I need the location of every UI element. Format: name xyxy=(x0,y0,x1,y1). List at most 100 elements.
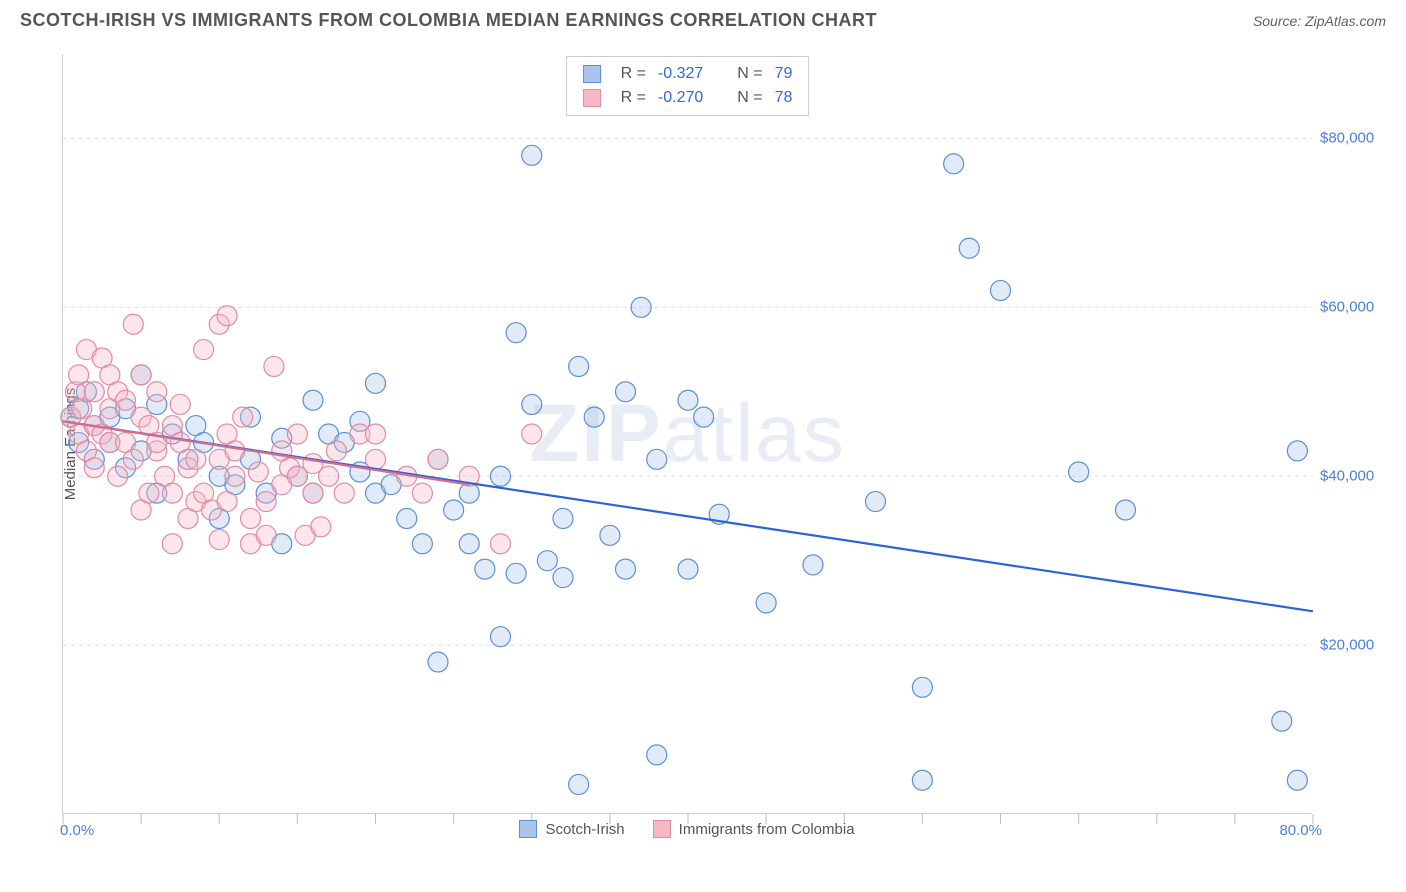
scatter-point xyxy=(506,563,526,583)
chart-title: SCOTCH-IRISH VS IMMIGRANTS FROM COLOMBIA… xyxy=(20,10,877,31)
scatter-point xyxy=(366,424,386,444)
scatter-point xyxy=(912,677,932,697)
y-tick-labels: $20,000 $40,000 $60,000 $80,000 xyxy=(1320,54,1390,814)
scatter-point xyxy=(186,449,206,469)
r-label: R = xyxy=(621,86,646,110)
scatter-point xyxy=(428,652,448,672)
scatter-point xyxy=(506,323,526,343)
n-label: N = xyxy=(737,86,762,110)
scatter-point xyxy=(116,390,136,410)
scatter-point xyxy=(616,382,636,402)
scatter-point xyxy=(537,551,557,571)
scatter-point xyxy=(1287,770,1307,790)
scatter-point xyxy=(412,483,432,503)
r-label: R = xyxy=(621,62,646,86)
scatter-point xyxy=(944,154,964,174)
scatter-point xyxy=(334,483,354,503)
scatter-point xyxy=(1287,441,1307,461)
legend-swatch xyxy=(583,89,601,107)
scatter-point xyxy=(241,508,261,528)
scatter-point xyxy=(233,407,253,427)
scatter-point xyxy=(217,306,237,326)
scatter-point xyxy=(678,559,698,579)
y-tick-label: $60,000 xyxy=(1320,299,1374,316)
scatter-point xyxy=(412,534,432,554)
scatter-point xyxy=(631,297,651,317)
scatter-point xyxy=(84,382,104,402)
scatter-point xyxy=(866,492,886,512)
scatter-point xyxy=(147,382,167,402)
scatter-point xyxy=(600,525,620,545)
scatter-point xyxy=(225,466,245,486)
scatter-point xyxy=(1272,711,1292,731)
scatter-svg xyxy=(63,54,1313,814)
scatter-point xyxy=(72,399,92,419)
legend-label: Immigrants from Colombia xyxy=(679,821,855,838)
scatter-point xyxy=(616,559,636,579)
scatter-point xyxy=(287,424,307,444)
scatter-point xyxy=(694,407,714,427)
legend-label: Scotch-Irish xyxy=(545,821,624,838)
scatter-point xyxy=(194,340,214,360)
scatter-point xyxy=(248,462,268,482)
scatter-point xyxy=(366,373,386,393)
scatter-point xyxy=(678,390,698,410)
scatter-point xyxy=(311,517,331,537)
scatter-point xyxy=(162,534,182,554)
header: SCOTCH-IRISH VS IMMIGRANTS FROM COLOMBIA… xyxy=(0,0,1406,37)
scatter-point xyxy=(162,483,182,503)
scatter-point xyxy=(444,500,464,520)
scatter-point xyxy=(522,394,542,414)
scatter-point xyxy=(912,770,932,790)
scatter-point xyxy=(553,508,573,528)
stat-legend-row: R = -0.327 N = 79 xyxy=(583,62,793,86)
scatter-point xyxy=(123,449,143,469)
bottom-legend-item: Immigrants from Colombia xyxy=(653,820,855,838)
n-value: 78 xyxy=(775,86,793,110)
scatter-point xyxy=(459,534,479,554)
scatter-point xyxy=(569,774,589,794)
scatter-point xyxy=(319,466,339,486)
scatter-point xyxy=(264,356,284,376)
y-tick-label: $40,000 xyxy=(1320,468,1374,485)
scatter-point xyxy=(69,365,89,385)
scatter-point xyxy=(170,432,190,452)
scatter-point xyxy=(256,525,276,545)
r-value: -0.270 xyxy=(658,86,703,110)
scatter-point xyxy=(225,441,245,461)
stat-legend: R = -0.327 N = 79 R = -0.270 N = 78 xyxy=(566,56,810,116)
scatter-point xyxy=(84,458,104,478)
scatter-point xyxy=(522,145,542,165)
scatter-point xyxy=(303,390,323,410)
scatter-point xyxy=(491,534,511,554)
legend-swatch xyxy=(583,65,601,83)
r-value: -0.327 xyxy=(658,62,703,86)
scatter-point xyxy=(584,407,604,427)
y-tick-label: $20,000 xyxy=(1320,637,1374,654)
scatter-point xyxy=(139,483,159,503)
scatter-point xyxy=(108,466,128,486)
scatter-point xyxy=(366,449,386,469)
n-value: 79 xyxy=(775,62,793,86)
n-label: N = xyxy=(737,62,762,86)
legend-swatch xyxy=(653,820,671,838)
scatter-point xyxy=(647,449,667,469)
scatter-point xyxy=(1116,500,1136,520)
scatter-point xyxy=(569,356,589,376)
scatter-point xyxy=(217,492,237,512)
scatter-point xyxy=(123,314,143,334)
source-label: Source: ZipAtlas.com xyxy=(1253,13,1386,29)
scatter-point xyxy=(647,745,667,765)
scatter-point xyxy=(991,280,1011,300)
scatter-point xyxy=(209,530,229,550)
scatter-point xyxy=(553,568,573,588)
legend-swatch xyxy=(519,820,537,838)
scatter-point xyxy=(803,555,823,575)
scatter-point xyxy=(326,441,346,461)
scatter-point xyxy=(491,627,511,647)
y-tick-label: $80,000 xyxy=(1320,130,1374,147)
bottom-legend-item: Scotch-Irish xyxy=(519,820,624,838)
scatter-point xyxy=(491,466,511,486)
scatter-point xyxy=(303,483,323,503)
scatter-point xyxy=(959,238,979,258)
